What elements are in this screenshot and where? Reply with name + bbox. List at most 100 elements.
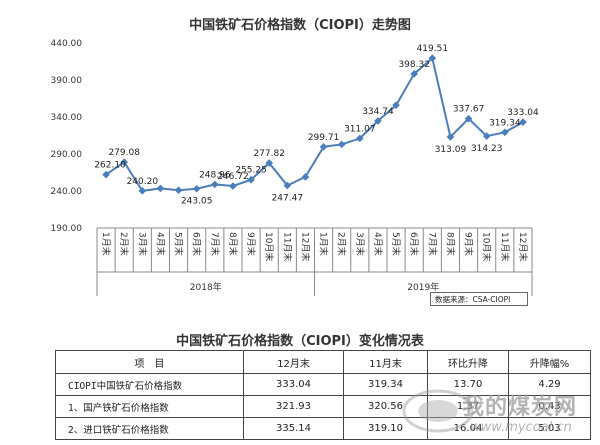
data-label: 262.10 [94, 161, 126, 171]
data-point [428, 54, 437, 62]
row-dec: 321.93 [243, 395, 344, 418]
x-tick-label: 5月末 [173, 232, 185, 256]
header-dec: 12月末 [243, 350, 344, 374]
x-tick-label: 9月末 [245, 232, 257, 256]
header-change: 环比升降 [427, 350, 509, 374]
x-tick-label: 5月末 [390, 232, 402, 256]
table-row: CIOPI中国铁矿石价格指数 333.04 319.34 13.70 4.29 [55, 373, 591, 396]
header-item: 项 目 [55, 350, 244, 374]
table-row: 2、进口铁矿石价格指数 335.14 319.10 16.04 5.03 [55, 417, 591, 440]
data-point [138, 187, 147, 195]
source-note: 数据来源：CSA-CIOPI [430, 292, 528, 306]
change-table: 项 目 12月末 11月末 环比升降 升降幅% CIOPI中国铁矿石价格指数 3… [55, 350, 591, 440]
data-label: 243.05 [181, 197, 213, 207]
data-point [464, 114, 473, 123]
x-tick-label: 1月末 [100, 232, 112, 256]
x-tick-label: 7月末 [426, 232, 438, 256]
x-tick-label: 4月末 [154, 232, 166, 256]
data-point [102, 170, 110, 179]
data-label: 246.72 [217, 172, 249, 182]
x-tick-label: 3月末 [354, 232, 366, 256]
watermark-logo-icon [402, 389, 474, 433]
data-point [120, 158, 128, 166]
table-title: 中国铁矿石价格指数（CIOPI）变化情况表 [176, 334, 424, 349]
data-point [229, 182, 237, 190]
data-label: 247.47 [272, 193, 304, 203]
header-pct: 升降幅% [508, 350, 591, 374]
row-name: CIOPI中国铁矿石价格指数 [55, 373, 244, 396]
data-point [482, 132, 491, 140]
header-nov: 11月末 [343, 350, 428, 374]
x-tick-label: 2月末 [336, 232, 348, 256]
row-dec: 335.14 [243, 417, 344, 440]
data-point [374, 117, 382, 125]
data-point [265, 159, 273, 167]
y-tick-label: 440.00 [51, 39, 83, 49]
watermark-text: 我的煤炭网 [462, 395, 578, 420]
data-point [392, 101, 400, 109]
x-tick-label: 6月末 [408, 232, 420, 256]
data-label: 248.96 [199, 170, 231, 180]
x-tick-label: 10月末 [263, 232, 275, 261]
data-point [356, 134, 364, 143]
y-tick-label: 340.00 [51, 113, 83, 123]
data-point [501, 128, 509, 137]
data-point [192, 184, 201, 193]
x-tick-label: 8月末 [227, 232, 239, 256]
data-point [301, 173, 310, 181]
x-tick-label: 8月末 [444, 232, 456, 256]
row-pct: 5.03 [508, 417, 591, 440]
data-label: 311.07 [344, 124, 376, 134]
y-tick-label: 290.00 [51, 150, 83, 160]
chart-title: 中国铁矿石价格指数（CIOPI）走势图 [189, 18, 411, 33]
y-tick-label: 240.00 [51, 187, 83, 197]
y-tick-label: 190.00 [51, 224, 83, 234]
table-header-row: 项 目 12月末 11月末 环比升降 升降幅% [55, 350, 591, 374]
x-tick-label: 4月末 [372, 232, 384, 256]
data-label: 279.08 [108, 148, 140, 158]
data-label: 240.20 [127, 177, 159, 187]
x-tick-label: 7月末 [209, 232, 221, 256]
data-point [410, 70, 418, 78]
data-label: 419.51 [417, 44, 449, 54]
row-name: 2、进口铁矿石价格指数 [55, 417, 244, 440]
data-point [519, 118, 527, 126]
x-tick-label: 12月末 [299, 232, 311, 261]
x-tick-label: 12月末 [517, 232, 529, 261]
x-tick-label: 10月末 [481, 232, 493, 261]
row-nov: 319.10 [343, 417, 428, 440]
data-label: 333.04 [507, 108, 539, 118]
line-chart: 190.00 240.00 290.00 340.00 390.00 440.00 1月末 2… [51, 39, 539, 296]
data-label: 314.23 [471, 144, 503, 154]
x-tick-label: 3月末 [136, 232, 148, 256]
data-label: 255.25 [235, 166, 267, 176]
series-line [105, 56, 524, 192]
table-row: 1、国产铁矿石价格指数 321.93 320.56 1.37 0.43 [55, 395, 591, 418]
data-label: 334.74 [362, 107, 394, 117]
year-label: 2018年 [190, 281, 222, 293]
data-point [446, 133, 455, 141]
data-label: 313.09 [435, 145, 467, 155]
data-label: 337.67 [453, 105, 485, 115]
x-tick-label: 6月末 [191, 232, 203, 256]
data-point [337, 140, 346, 149]
data-point [319, 143, 328, 151]
x-tick-label: 1月末 [318, 232, 330, 256]
data-label: 319.34 [489, 118, 521, 128]
data-label: 398.32 [398, 60, 430, 70]
row-dec: 333.04 [243, 373, 344, 396]
y-tick-label: 390.00 [51, 76, 83, 86]
row-name: 1、国产铁矿石价格指数 [55, 395, 244, 418]
data-point [156, 184, 165, 193]
data-label: 277.82 [253, 149, 285, 159]
data-label: 299.71 [308, 133, 340, 143]
x-tick-label: 11月末 [281, 232, 293, 261]
watermark-url: www.mycoal.cn [470, 420, 572, 435]
x-tick-label: 11月末 [499, 232, 511, 261]
year-label: 2019年 [407, 281, 439, 293]
x-tick-label: 2月末 [118, 232, 130, 256]
data-point [174, 186, 183, 195]
data-point [247, 175, 255, 184]
data-point [211, 180, 219, 189]
x-tick-label: 9月末 [463, 232, 475, 256]
